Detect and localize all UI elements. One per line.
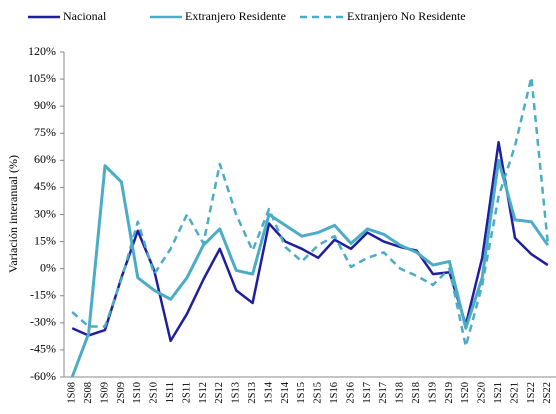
x-tick-label: 2S10 bbox=[149, 382, 160, 404]
x-tick-label: 2S08 bbox=[83, 382, 94, 404]
x-tick-label: 1S21 bbox=[493, 382, 504, 404]
y-tick-label: 15% bbox=[34, 233, 56, 247]
x-tick-label: 2S15 bbox=[313, 382, 324, 404]
y-tick-label: 105% bbox=[28, 71, 56, 85]
x-tick-label: 1S08 bbox=[67, 382, 78, 404]
x-tick-label: 1S17 bbox=[362, 382, 373, 404]
x-tick-label: 2S12 bbox=[214, 382, 225, 404]
y-tick-label: 120% bbox=[28, 44, 56, 58]
x-tick-label: 1S18 bbox=[395, 382, 406, 404]
legend-label: Extranjero Residente bbox=[185, 9, 286, 23]
x-tick-label: 2S14 bbox=[280, 381, 291, 403]
x-tick-label: 1S09 bbox=[99, 382, 110, 404]
x-tick-label: 2S11 bbox=[181, 382, 192, 403]
y-tick-label: 0% bbox=[40, 260, 56, 274]
x-tick-label: 1S10 bbox=[132, 382, 143, 404]
x-tick-label: 2S19 bbox=[444, 382, 455, 404]
y-axis-label: Variación interanual (%) bbox=[6, 155, 20, 273]
x-tick-label: 2S13 bbox=[247, 382, 258, 404]
y-tick-label: 30% bbox=[34, 206, 56, 220]
y-tick-label: 60% bbox=[34, 152, 56, 166]
x-tick-label: 1S11 bbox=[165, 382, 176, 403]
y-tick-label: -45% bbox=[30, 342, 56, 356]
x-tick-label: 2S18 bbox=[411, 382, 422, 404]
y-tick-label: -15% bbox=[30, 288, 56, 302]
series-line bbox=[71, 76, 550, 348]
x-tick-label: 2S09 bbox=[116, 382, 127, 404]
y-tick-label: -30% bbox=[30, 315, 56, 329]
x-tick-label: 2S22 bbox=[542, 382, 553, 404]
y-tick-label: 75% bbox=[34, 125, 56, 139]
x-tick-label: 1S14 bbox=[263, 381, 274, 403]
x-tick-label: 2S20 bbox=[477, 382, 488, 404]
legend-label: Extranjero No Residente bbox=[347, 9, 466, 23]
x-tick-label: 1S15 bbox=[296, 382, 307, 404]
x-tick-label: 1S22 bbox=[526, 382, 537, 404]
y-tick-label: -60% bbox=[30, 369, 56, 383]
legend-label: Nacional bbox=[63, 9, 107, 23]
y-tick-label: 45% bbox=[34, 179, 56, 193]
x-tick-label: 2S21 bbox=[509, 382, 520, 404]
x-tick-label: 2S16 bbox=[345, 382, 356, 404]
x-tick-label: 1S12 bbox=[198, 382, 209, 404]
x-tick-label: 2S17 bbox=[378, 382, 389, 404]
x-tick-label: 1S20 bbox=[460, 382, 471, 404]
x-tick-label: 1S19 bbox=[427, 382, 438, 404]
y-tick-label: 90% bbox=[34, 98, 56, 112]
x-tick-label: 1S16 bbox=[329, 382, 340, 404]
series-line bbox=[70, 158, 550, 378]
x-tick-label: 1S13 bbox=[231, 382, 242, 404]
